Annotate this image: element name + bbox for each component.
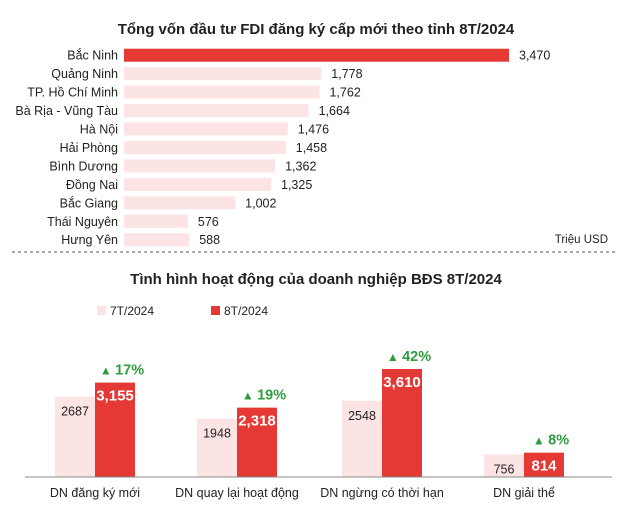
fdi-bar xyxy=(124,85,320,99)
bds-bar-7t xyxy=(342,400,382,477)
bds-value-label-7t: 1948 xyxy=(203,427,231,441)
fdi-bar xyxy=(124,196,236,210)
fdi-value-label: 1,458 xyxy=(296,141,327,155)
bds-bar-7t xyxy=(55,396,95,477)
up-arrow-icon: ▲ xyxy=(387,350,402,364)
bds-category-label: DN giải thể xyxy=(493,486,555,500)
fdi-bars: Bắc Ninh 3,470 Quảng Ninh 1,778 TP. Hồ Chí M… xyxy=(15,48,550,248)
bds-legend: 7T/2024 8T/2024 xyxy=(97,304,268,318)
bds-value-label-8t: 814 xyxy=(531,458,557,475)
bds-change-label: ▲ 17% xyxy=(100,363,144,379)
fdi-value-label: 1,762 xyxy=(329,86,360,100)
fdi-category-label: TP. Hồ Chí Minh xyxy=(27,86,118,100)
up-arrow-icon: ▲ xyxy=(533,434,548,448)
fdi-category-label: Quảng Ninh xyxy=(51,67,118,81)
bds-bar-7t xyxy=(484,454,524,477)
fdi-value-label: 588 xyxy=(199,233,220,247)
legend-swatch-7t xyxy=(97,306,106,315)
fdi-bar xyxy=(124,177,272,191)
fdi-category-label: Bình Dương xyxy=(49,159,118,173)
bds-bars: 2687 3,155 ▲ 17% DN đăng ký mới 1948 2,318 ▲ 1… xyxy=(50,349,569,500)
bds-value-label-7t: 2548 xyxy=(348,409,376,423)
fdi-value-label: 3,470 xyxy=(519,49,550,63)
fdi-value-label: 1,002 xyxy=(245,196,276,210)
bds-change-value: 42% xyxy=(402,349,431,365)
bds-category-label: DN ngừng có thời hạn xyxy=(320,486,444,500)
bds-chart-title: Tình hình hoạt động của doanh nghiệp BĐS… xyxy=(130,271,502,288)
fdi-category-label: Bắc Giang xyxy=(60,195,118,210)
fdi-value-label: 1,664 xyxy=(319,104,350,118)
fdi-category-label: Hải Phòng xyxy=(60,141,118,155)
up-arrow-icon: ▲ xyxy=(242,389,257,403)
fdi-chart-title: Tổng vốn đầu tư FDI đăng ký cấp mới theo… xyxy=(118,21,515,38)
fdi-value-label: 576 xyxy=(198,215,219,229)
bds-bar-7t xyxy=(197,418,237,477)
legend-label-8t: 8T/2024 xyxy=(224,304,268,318)
bds-bar-8t xyxy=(237,407,277,477)
bds-change-value: 8% xyxy=(548,433,569,449)
bds-bar-8t xyxy=(95,382,135,477)
bds-change-value: 17% xyxy=(115,363,144,379)
fdi-category-label: Thái Nguyên xyxy=(47,215,118,229)
bds-category-label: DN quay lại hoạt động xyxy=(175,486,299,500)
bds-change-value: 19% xyxy=(257,388,286,404)
fdi-category-label: Hà Nội xyxy=(80,123,118,137)
fdi-category-label: Đồng Nai xyxy=(66,178,118,192)
bds-value-label-7t: 756 xyxy=(494,462,515,476)
bds-bar-8t xyxy=(382,369,422,477)
fdi-value-label: 1,362 xyxy=(285,159,316,173)
legend-swatch-8t xyxy=(211,306,220,315)
fdi-category-label: Bà Rịa - Vũng Tàu xyxy=(15,104,118,118)
fdi-value-label: 1,778 xyxy=(331,67,362,81)
fdi-category-label: Hưng Yên xyxy=(61,233,118,247)
bds-value-label-7t: 2687 xyxy=(61,405,89,419)
bds-value-label-8t: 3,610 xyxy=(383,374,421,391)
bds-change-label: ▲ 42% xyxy=(387,349,431,365)
fdi-bar xyxy=(124,67,322,81)
fdi-value-label: 1,476 xyxy=(298,123,329,137)
bds-change-label: ▲ 19% xyxy=(242,388,286,404)
fdi-unit-label: Triệu USD xyxy=(555,234,608,246)
fdi-category-label: Bắc Ninh xyxy=(67,48,118,63)
bds-category-label: DN đăng ký mới xyxy=(50,486,140,500)
fdi-bar xyxy=(124,140,286,154)
up-arrow-icon: ▲ xyxy=(100,364,115,378)
fdi-bar xyxy=(124,233,190,247)
bds-bar-8t xyxy=(524,452,564,477)
legend-label-7t: 7T/2024 xyxy=(110,304,154,318)
bds-change-label: ▲ 8% xyxy=(533,433,569,449)
fdi-bar xyxy=(124,48,509,62)
fdi-value-label: 1,325 xyxy=(281,178,312,192)
fdi-bar xyxy=(124,122,288,136)
bds-value-label-8t: 3,155 xyxy=(96,388,134,405)
fdi-bar xyxy=(124,159,276,173)
bds-value-label-8t: 2,318 xyxy=(238,413,276,430)
fdi-bar xyxy=(124,104,309,118)
fdi-bar xyxy=(124,214,188,228)
